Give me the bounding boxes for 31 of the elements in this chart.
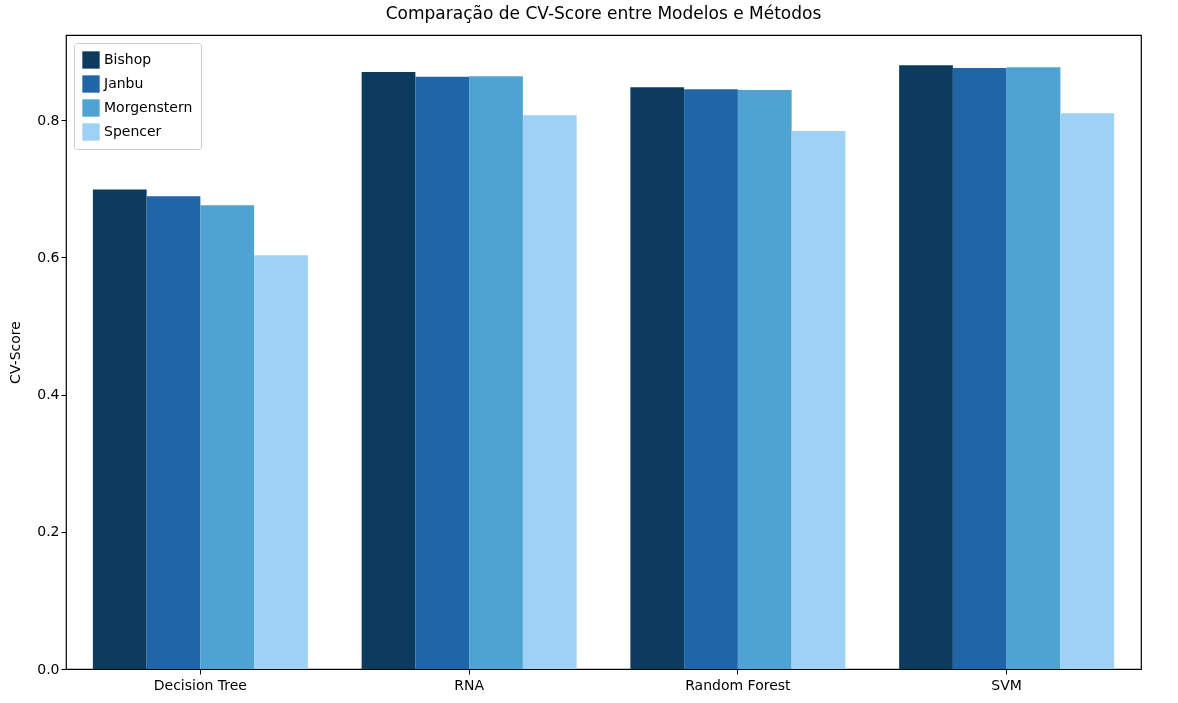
x-tick-label: RNA xyxy=(454,676,485,693)
legend-label: Janbu xyxy=(103,75,144,91)
bar xyxy=(899,65,953,669)
x-tick-label: SVM xyxy=(991,676,1022,693)
legend-label: Bishop xyxy=(104,51,152,67)
bar xyxy=(415,76,470,669)
bar xyxy=(791,131,846,669)
bar xyxy=(200,205,255,669)
y-tick-label: 0.8 xyxy=(37,111,60,128)
bar xyxy=(92,189,147,669)
bar xyxy=(952,67,1007,669)
bar xyxy=(630,87,685,669)
bar xyxy=(684,89,738,669)
legend-label: Spencer xyxy=(104,123,162,139)
y-axis-title: CV-Score xyxy=(7,321,24,384)
bar xyxy=(469,76,523,669)
y-tick-label: 0.4 xyxy=(37,386,60,403)
bar xyxy=(254,255,308,669)
bar xyxy=(1060,113,1115,669)
legend-label: Morgenstern xyxy=(104,99,193,115)
y-tick-label: 0.2 xyxy=(37,523,60,540)
bar xyxy=(522,115,577,669)
bar xyxy=(146,196,201,669)
bar xyxy=(361,72,416,669)
y-tick-label: 0.6 xyxy=(37,248,60,265)
y-tick-label: 0.0 xyxy=(37,660,60,677)
bar xyxy=(1006,67,1061,669)
x-tick-label: Decision Tree xyxy=(153,676,247,693)
x-tick-label: Random Forest xyxy=(685,676,792,693)
bar xyxy=(737,89,792,669)
chart-title: Comparação de CV-Score entre Modelos e Métodos xyxy=(385,3,822,23)
